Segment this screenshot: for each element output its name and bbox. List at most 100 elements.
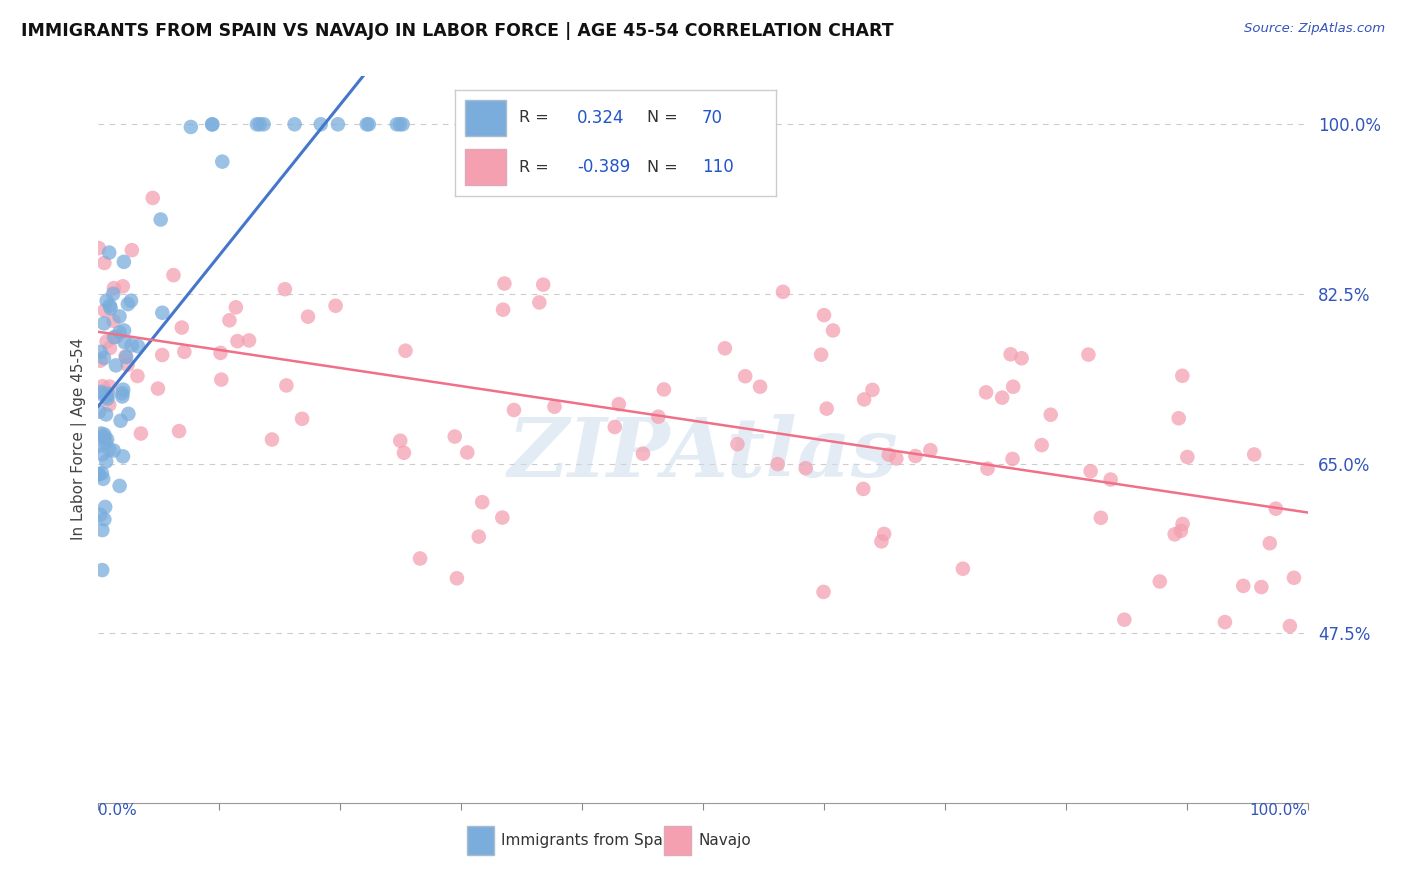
Point (114, 335, 136, 350)
Point (326, 117, 349, 131)
Point (117, 407, 139, 421)
Point (111, 386, 134, 401)
Point (392, 446, 415, 460)
Point (173, 344, 195, 359)
Point (96, 454, 118, 468)
Point (129, 426, 152, 441)
Point (291, 411, 314, 425)
Point (1031, 438, 1053, 452)
Point (142, 191, 165, 205)
Point (886, 451, 908, 466)
Point (114, 349, 136, 363)
Point (93, 317, 115, 331)
Point (238, 334, 260, 348)
FancyBboxPatch shape (467, 826, 494, 855)
Point (225, 301, 247, 315)
Point (112, 255, 135, 269)
Point (150, 306, 173, 320)
Point (94, 500, 117, 514)
Point (585, 163, 607, 178)
Point (146, 382, 169, 396)
Y-axis label: In Labor Force | Age 45-54: In Labor Force | Age 45-54 (72, 338, 87, 541)
Point (870, 534, 893, 549)
Point (93, 256, 115, 270)
Point (952, 562, 974, 576)
Point (492, 302, 515, 317)
Point (1149, 574, 1171, 589)
Point (252, 117, 274, 131)
Point (356, 117, 378, 131)
Point (89, 508, 111, 522)
Point (276, 378, 298, 392)
Point (115, 350, 138, 364)
Point (100, 301, 122, 316)
Point (815, 401, 838, 416)
Point (112, 324, 135, 338)
Point (810, 348, 832, 362)
Point (904, 449, 927, 463)
Text: IMMIGRANTS FROM SPAIN VS NAVAJO IN LABOR FORCE | AGE 45-54 CORRELATION CHART: IMMIGRANTS FROM SPAIN VS NAVAJO IN LABOR… (21, 22, 894, 40)
Point (218, 313, 240, 327)
Point (246, 117, 269, 131)
Point (409, 551, 432, 566)
Text: ZIPAtlas: ZIPAtlas (508, 414, 898, 494)
Point (108, 310, 131, 324)
Point (121, 338, 143, 352)
Point (150, 348, 173, 362)
Point (325, 299, 347, 313)
Point (90, 467, 112, 481)
Point (607, 397, 630, 411)
Point (103, 286, 125, 301)
Point (1170, 524, 1192, 538)
Point (127, 339, 149, 353)
Point (385, 117, 408, 131)
Point (446, 571, 468, 585)
Point (226, 334, 249, 348)
Point (631, 447, 654, 461)
Point (443, 429, 465, 443)
Point (766, 457, 789, 471)
Point (1250, 580, 1272, 594)
Point (813, 585, 835, 599)
Point (180, 120, 202, 134)
Point (117, 358, 139, 372)
Point (531, 277, 554, 292)
Point (1264, 501, 1286, 516)
Point (112, 383, 135, 397)
Point (976, 461, 998, 475)
Point (96, 392, 118, 406)
Point (813, 308, 835, 322)
Point (974, 385, 997, 400)
Point (1258, 536, 1281, 550)
Point (98, 398, 121, 412)
Point (529, 295, 551, 310)
Point (93, 351, 115, 365)
Point (103, 330, 125, 344)
Point (1001, 451, 1024, 466)
Point (90, 426, 112, 441)
Point (1171, 368, 1194, 383)
Point (91, 472, 114, 486)
Point (98, 341, 121, 355)
Point (111, 389, 134, 403)
Point (96, 389, 118, 403)
Point (389, 434, 412, 448)
Text: 0.0%: 0.0% (98, 803, 138, 818)
Point (991, 391, 1014, 405)
Point (357, 117, 380, 131)
Point (121, 243, 143, 257)
Point (103, 281, 125, 295)
Point (97, 386, 120, 401)
Point (111, 450, 134, 464)
FancyBboxPatch shape (664, 826, 690, 855)
Point (491, 510, 513, 524)
Point (90, 344, 112, 359)
Point (652, 383, 675, 397)
Point (1039, 408, 1062, 422)
Point (201, 117, 224, 131)
Point (104, 359, 127, 373)
Point (772, 285, 794, 299)
Point (98, 299, 121, 313)
Point (1163, 527, 1185, 541)
Point (1175, 450, 1198, 464)
